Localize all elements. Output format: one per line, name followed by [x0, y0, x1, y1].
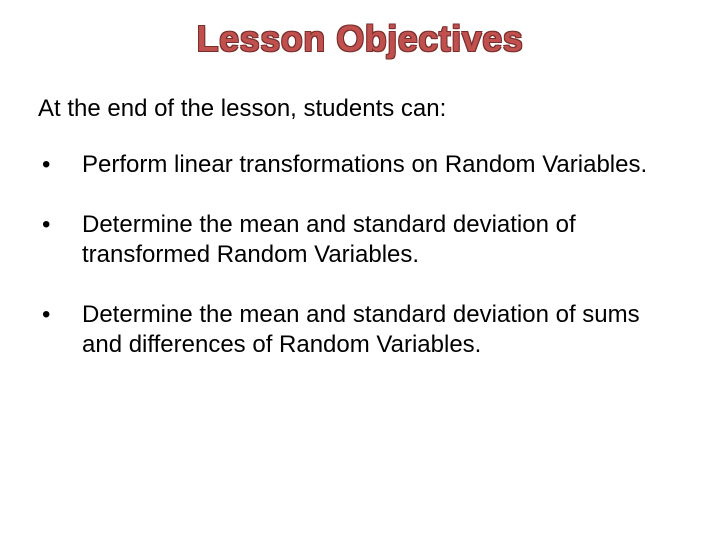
list-item: • Perform linear transformations on Rand…	[38, 150, 682, 180]
objectives-list: • Perform linear transformations on Rand…	[38, 150, 682, 360]
list-item: • Determine the mean and standard deviat…	[38, 210, 682, 270]
bullet-icon: •	[38, 210, 82, 240]
slide-container: Lesson Objectives At the end of the less…	[0, 0, 720, 540]
bullet-icon: •	[38, 300, 82, 330]
intro-text: At the end of the lesson, students can:	[38, 94, 682, 124]
objective-text: Determine the mean and standard deviatio…	[82, 210, 682, 270]
objective-text: Perform linear transformations on Random…	[82, 150, 682, 180]
objective-text: Determine the mean and standard deviatio…	[82, 300, 682, 360]
slide-title: Lesson Objectives	[38, 18, 682, 60]
list-item: • Determine the mean and standard deviat…	[38, 300, 682, 360]
bullet-icon: •	[38, 150, 82, 180]
